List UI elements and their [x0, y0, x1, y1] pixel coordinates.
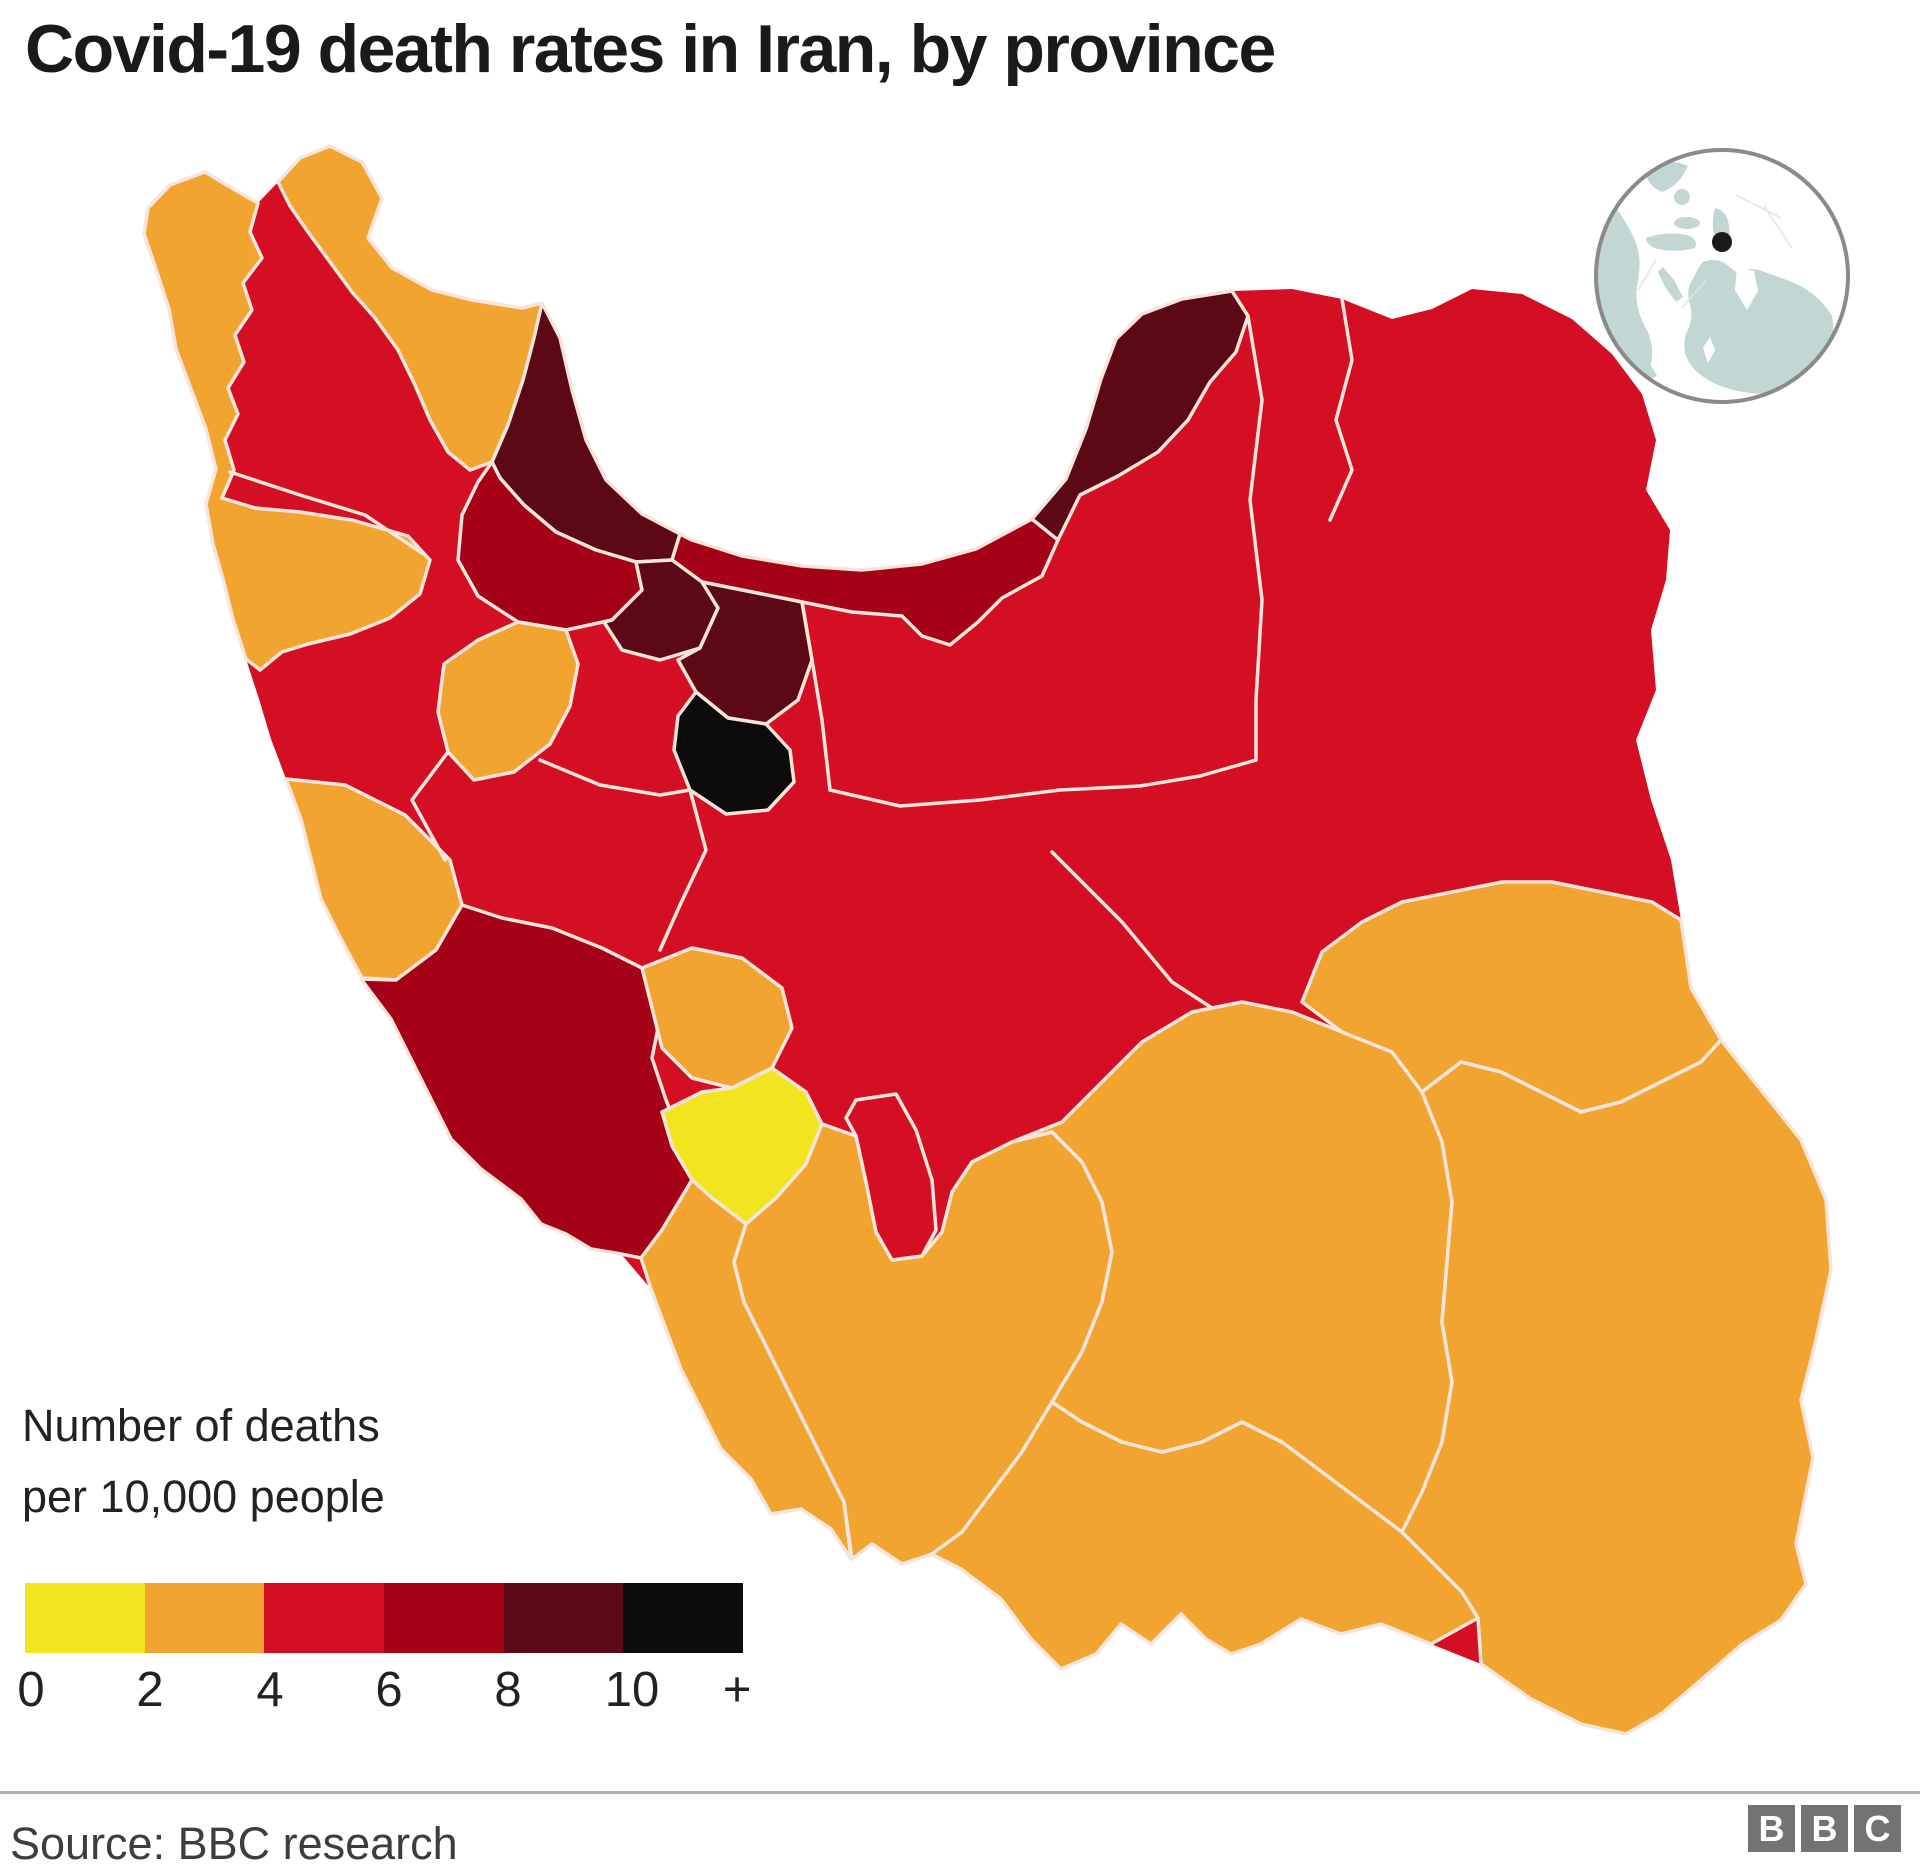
border-semnan-west — [800, 600, 832, 792]
globe-land-madagascar — [1703, 337, 1715, 363]
legend-tick-labels: 0 2 4 6 8 10 + — [17, 1662, 782, 1722]
iran-location-dot — [1712, 232, 1732, 252]
globe-sea-black-sea — [1674, 217, 1700, 229]
globe-sea-indian-ocean — [1684, 259, 1834, 394]
bbc-logo: B B C — [1748, 1805, 1901, 1852]
legend-tick-0: 0 — [17, 1663, 45, 1717]
province-qom — [672, 690, 796, 816]
globe-land-india — [1735, 266, 1758, 310]
province-hamadan — [436, 620, 580, 782]
legend: Number of deaths per 10,000 people 0 2 4… — [17, 1390, 751, 1717]
legend-title-line2: per 10,000 people — [22, 1471, 385, 1523]
border-lorestan-isfahan — [658, 788, 708, 952]
legend-tick-10: 10 — [604, 1663, 660, 1717]
province-west-azerbaijan-kurdistan — [142, 170, 432, 672]
legend-tick-plus: + — [722, 1663, 752, 1717]
legend-swatch-0-2 — [25, 1583, 145, 1653]
border-kermanshah-lorestan — [410, 750, 450, 862]
globe-sea-red-sea — [1658, 267, 1683, 302]
page-title: Covid-19 death rates in Iran, by provinc… — [25, 11, 1276, 87]
globe-sea-mediterranean — [1646, 233, 1696, 251]
province-qazvin — [602, 558, 720, 662]
legend-swatch-2-4 — [144, 1583, 265, 1653]
border-westaz-kurdistan — [228, 470, 427, 557]
legend-swatch-8-10 — [503, 1583, 624, 1653]
legend-swatch-10plus — [623, 1583, 744, 1653]
legend-tick-4: 4 — [256, 1663, 284, 1717]
footer-divider — [0, 1791, 1920, 1794]
legend-tick-8: 8 — [494, 1663, 522, 1717]
legend-title-line1: Number of deaths — [22, 1400, 380, 1451]
legend-title: Number of deaths per 10,000 people — [22, 1390, 385, 1532]
bbc-logo-letter-c: C — [1854, 1805, 1901, 1852]
legend-color-bar — [25, 1583, 744, 1653]
globe-rim — [1594, 148, 1850, 404]
province-isfahan-finger — [844, 1092, 938, 1262]
border-semnan-south — [828, 758, 1258, 808]
legend-tick-2: 2 — [136, 1663, 164, 1717]
source-text: Source: BBC research — [10, 1818, 458, 1869]
globe-country-border-lines — [1637, 194, 1793, 309]
legend-tick-6: 6 — [375, 1663, 403, 1717]
border-isfahan-yazd — [1050, 850, 1214, 1010]
bbc-logo-letter-b2: B — [1801, 1805, 1848, 1852]
locator-globe — [1594, 148, 1850, 404]
province-sistan-baluchestan — [1400, 1038, 1833, 1736]
bbc-logo-letter-b1: B — [1748, 1805, 1795, 1852]
border-markazi-lorestan — [538, 758, 692, 797]
border-semnan-razavi — [1246, 314, 1264, 762]
globe-sea-baltic — [1674, 189, 1690, 205]
legend-swatch-4-6 — [264, 1583, 385, 1653]
border-nkhorasan-razavi — [1328, 297, 1354, 522]
legend-swatch-6-8 — [384, 1583, 504, 1653]
